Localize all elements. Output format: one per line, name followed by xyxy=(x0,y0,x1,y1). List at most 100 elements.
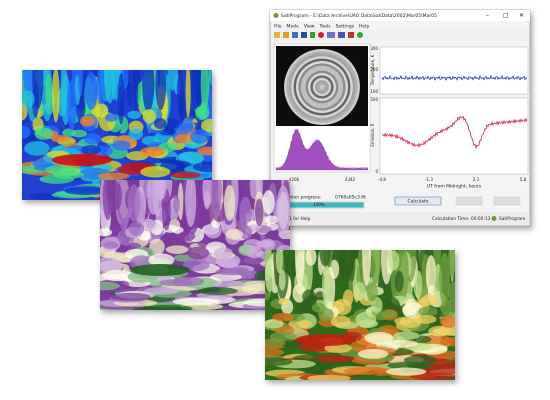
wavelet-blob xyxy=(353,281,366,301)
disabled-button[interactable] xyxy=(493,196,521,206)
calculate-button[interactable] xyxy=(394,196,442,206)
title-bar xyxy=(270,10,530,21)
wavelet-blob xyxy=(100,257,120,270)
y-tick-label: 500 xyxy=(370,97,378,102)
wavelet-blob xyxy=(161,188,171,231)
wavelet-blob xyxy=(24,141,50,156)
disabled-button[interactable] xyxy=(455,196,483,206)
wavelet-blob xyxy=(102,269,134,282)
wavelet-blob xyxy=(103,241,118,250)
x-tick-label: 4342 xyxy=(345,177,356,182)
menu-item[interactable]: View xyxy=(304,24,315,30)
tool-icon[interactable] xyxy=(318,32,324,38)
wavelet-blob xyxy=(364,331,394,345)
window-title: SatiProgram - E:\Data Archive\UAO Data\S… xyxy=(281,13,437,19)
wavelet-blob xyxy=(169,171,201,179)
wavelet-blob xyxy=(110,292,151,301)
app-name: SatiProgram xyxy=(499,216,525,222)
wavelet-blob xyxy=(217,257,239,269)
tool-icon[interactable] xyxy=(274,32,280,38)
wavelet-blob xyxy=(319,250,332,267)
wavelet-peak xyxy=(295,334,355,346)
wavelet-blob xyxy=(421,294,439,306)
y-tick-label: 100 xyxy=(370,89,378,94)
wavelet-blob xyxy=(105,113,118,122)
wavelet-blob xyxy=(388,250,400,271)
wavelet-blob xyxy=(278,269,286,291)
wavelet-blob xyxy=(111,181,123,211)
fringe-ring xyxy=(320,85,324,89)
wavelet-blob xyxy=(358,319,378,328)
wavelet-blob xyxy=(177,182,184,221)
wavelet-blob xyxy=(165,245,189,254)
x-axis-label: UT from Midnight, hours xyxy=(427,184,482,190)
wavelet-blob xyxy=(177,231,196,242)
wavelet-blob xyxy=(322,263,330,306)
wavelet-blob xyxy=(52,70,60,123)
wavelet-blob xyxy=(405,298,419,316)
toolbar xyxy=(271,30,529,41)
wavelet-blob xyxy=(177,70,184,119)
menu-item[interactable]: Settings xyxy=(336,24,355,30)
wavelet-blob xyxy=(148,253,175,267)
wavelet-blob xyxy=(343,367,384,376)
x-tick-label: -1.3 xyxy=(425,177,433,182)
x-tick-label: 2.3 xyxy=(473,177,480,182)
wavelet-blob xyxy=(203,190,211,210)
wavelet-blob xyxy=(210,180,222,220)
close-button[interactable]: ✕ xyxy=(519,12,524,19)
wavelet-blob xyxy=(158,180,167,200)
wavelet-blob xyxy=(239,196,252,230)
wavelet-blob xyxy=(385,367,427,376)
wavelet-blob xyxy=(349,250,356,282)
wavelet-blob xyxy=(100,281,121,291)
app-icon xyxy=(273,13,279,18)
tool-icon[interactable] xyxy=(310,32,315,38)
wavelet-blob xyxy=(425,255,437,294)
wavelet-blob xyxy=(127,81,134,107)
menu-item[interactable]: Mode xyxy=(287,24,299,30)
wavelet-blob xyxy=(330,315,351,328)
wavelet-blob xyxy=(187,246,210,260)
tool-icon[interactable] xyxy=(357,32,363,38)
minimize-button[interactable]: – xyxy=(486,12,489,19)
menu-item[interactable]: Help xyxy=(359,24,369,30)
wavelet-blob xyxy=(439,252,450,307)
wavelet-blob xyxy=(439,315,455,328)
tool-icon[interactable] xyxy=(327,32,335,38)
wavelet-blob xyxy=(197,146,212,156)
wavelet-blob xyxy=(342,289,354,307)
tool-icon[interactable] xyxy=(338,32,345,38)
tool-icon[interactable] xyxy=(283,32,289,38)
menu-item[interactable]: File xyxy=(274,24,282,30)
y-tick-label: 0 xyxy=(375,169,378,174)
wavelet-blob xyxy=(264,215,279,225)
wavelet-blob xyxy=(185,70,191,118)
help-text: Press F1 for Help xyxy=(274,216,311,222)
wavelet-blob xyxy=(142,70,155,112)
wavelet-blob xyxy=(143,305,193,310)
wavelet-blob xyxy=(84,133,102,145)
wavelet-blob xyxy=(428,325,451,337)
tool-icon[interactable] xyxy=(292,32,298,38)
maximize-button[interactable]: □ xyxy=(503,12,509,19)
file-name: 0760s05c3.fit xyxy=(335,195,366,201)
time-value: 00:00:13 xyxy=(471,216,491,222)
tool-icon[interactable] xyxy=(301,32,307,38)
wavelet-blob xyxy=(276,185,290,240)
menu-item[interactable]: Tools xyxy=(318,24,331,30)
wavelet-blob xyxy=(224,184,236,222)
wavelet-blob xyxy=(369,250,382,284)
wavelet-blob xyxy=(197,287,238,295)
wavelet-blob xyxy=(84,71,98,110)
wavelet-image-jet xyxy=(22,70,212,200)
tool-icon[interactable] xyxy=(348,32,354,38)
wavelet-blob xyxy=(225,229,244,240)
wavelet-blob xyxy=(413,314,437,324)
wavelet-blob xyxy=(366,282,378,302)
wavelet-blob xyxy=(34,127,54,140)
wavelet-blob xyxy=(32,117,44,132)
wavelet-blob xyxy=(409,372,455,380)
temperature-plot xyxy=(379,46,529,95)
wavelet-blob xyxy=(128,221,145,236)
